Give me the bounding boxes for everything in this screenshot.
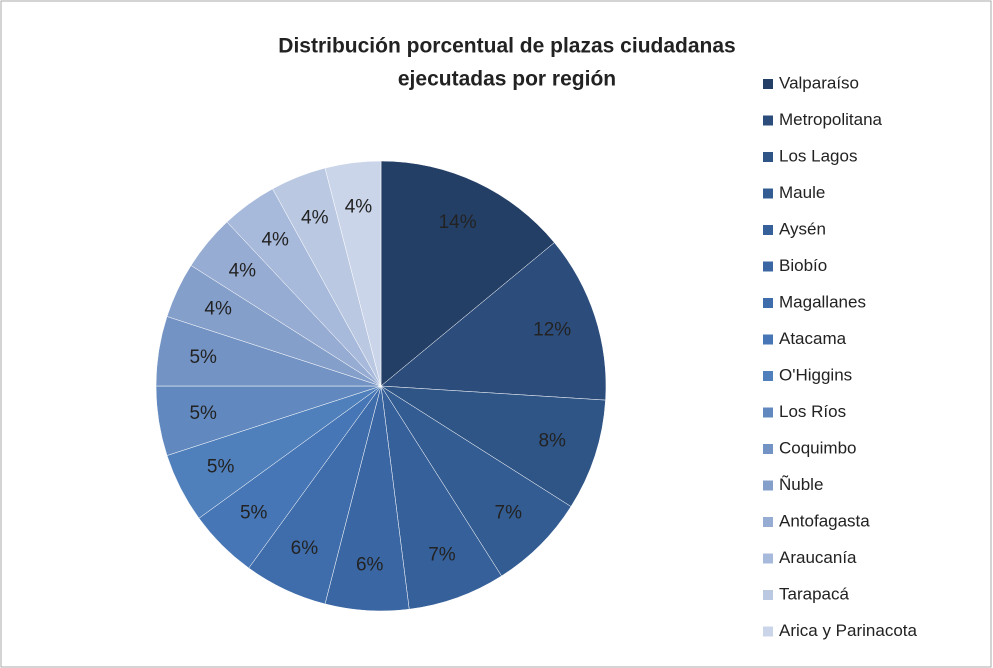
legend-label: Maule — [779, 183, 825, 202]
legend-label: Magallanes — [779, 292, 866, 311]
data-label: 12% — [533, 319, 571, 340]
legend-swatch — [763, 225, 773, 235]
data-label: 5% — [207, 457, 235, 478]
legend-swatch — [763, 298, 773, 308]
legend-label: Los Lagos — [779, 146, 857, 165]
legend-label: Ñuble — [779, 475, 823, 494]
legend-label: Arica y Parinacota — [779, 621, 917, 640]
pie-slice — [324, 160, 382, 387]
data-label: 4% — [301, 208, 329, 229]
legend-swatch — [763, 188, 773, 199]
data-label: 6% — [291, 538, 319, 559]
legend-swatch — [763, 480, 773, 491]
legend-swatch — [763, 79, 773, 89]
data-label: 14% — [439, 212, 477, 233]
legend-label: Araucanía — [779, 548, 857, 567]
legend-swatch — [763, 152, 773, 162]
data-label: 5% — [240, 502, 268, 523]
data-label: 7% — [495, 502, 523, 523]
legend-label: Los Ríos — [779, 402, 846, 421]
legend-swatch — [763, 590, 773, 600]
legend-swatch — [763, 115, 773, 126]
data-label: 4% — [345, 196, 373, 217]
data-label: 8% — [538, 431, 566, 452]
legend-label: Metropolitana — [779, 110, 883, 129]
legend-label: Valparaíso — [779, 73, 859, 92]
legend-swatch — [763, 407, 773, 418]
legend-swatch — [763, 371, 773, 381]
legend-label: Atacama — [779, 329, 847, 348]
legend-label: Coquimbo — [779, 438, 857, 457]
pie-slice — [380, 160, 555, 387]
data-label: 5% — [189, 403, 217, 424]
legend-swatch — [763, 553, 773, 564]
legend-label: Biobío — [779, 256, 827, 275]
pie-slice — [380, 385, 606, 507]
legend-swatch — [763, 626, 773, 637]
legend-swatch — [763, 517, 773, 527]
legend-label: Antofagasta — [779, 511, 870, 530]
legend-label: Tarapacá — [779, 584, 849, 603]
data-label: 5% — [189, 347, 217, 368]
pie-slice — [380, 242, 607, 401]
chart-subtitle: ejecutadas por región — [398, 68, 616, 91]
data-label: 4% — [229, 260, 257, 281]
legend-label: Aysén — [779, 219, 826, 238]
chart-title: Distribución porcentual de plazas ciudad… — [278, 35, 735, 58]
legend-swatch — [763, 444, 773, 454]
data-label: 4% — [204, 298, 232, 319]
data-label: 6% — [356, 555, 384, 576]
legend-swatch — [763, 261, 773, 272]
legend-swatch — [763, 334, 773, 345]
legend-label: O'Higgins — [779, 365, 852, 384]
data-label: 7% — [428, 544, 456, 565]
data-label: 4% — [261, 229, 289, 250]
